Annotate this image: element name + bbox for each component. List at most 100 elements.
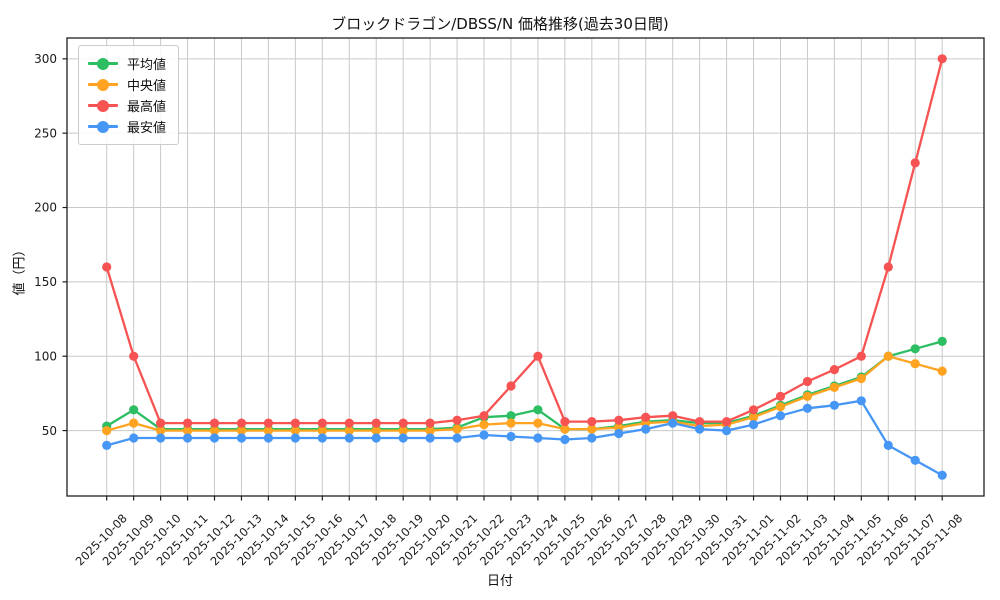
min-point xyxy=(856,396,866,406)
min-point xyxy=(722,426,732,436)
legend-item-min: 最安値 xyxy=(88,116,166,137)
median-line xyxy=(105,355,944,432)
legend: 平均値 中央値 最高値 最安値 xyxy=(78,45,180,145)
median-point xyxy=(371,426,381,436)
max-point xyxy=(129,351,139,361)
min-point xyxy=(452,433,462,443)
min-point xyxy=(910,455,920,465)
max-point xyxy=(183,418,193,428)
median-point xyxy=(587,424,597,434)
median-point xyxy=(156,426,166,436)
min-point xyxy=(695,424,705,434)
median-point xyxy=(748,412,759,422)
max-point xyxy=(587,417,597,427)
average-point xyxy=(533,405,543,415)
max-point xyxy=(802,376,813,387)
legend-line-average-icon xyxy=(88,57,118,70)
max-point xyxy=(614,415,624,425)
median-point xyxy=(425,426,435,436)
median-point xyxy=(398,426,408,436)
median-point xyxy=(209,426,220,436)
legend-line-max-icon xyxy=(88,99,118,112)
min-point xyxy=(290,433,300,443)
y-tick-label: 100 xyxy=(34,349,57,363)
series-max xyxy=(102,54,947,428)
min-point xyxy=(102,440,112,450)
max-point xyxy=(209,418,220,428)
median-point xyxy=(102,426,112,436)
max-point xyxy=(102,262,112,272)
max-point xyxy=(263,418,273,428)
min-point xyxy=(236,433,247,443)
min-point xyxy=(129,433,139,443)
min-point xyxy=(641,424,651,434)
median-point xyxy=(856,373,866,384)
median-point xyxy=(560,424,570,434)
legend-line-median-icon xyxy=(88,78,118,91)
min-point xyxy=(263,433,273,443)
min-point xyxy=(587,433,597,443)
min-point xyxy=(183,433,193,443)
median-point xyxy=(937,366,947,376)
min-point xyxy=(937,470,947,480)
min-point xyxy=(156,433,166,443)
min-point xyxy=(371,433,381,443)
max-point xyxy=(506,381,516,391)
median-point xyxy=(829,382,840,392)
y-tick-labels: 50 100 150 200 250 300 xyxy=(34,52,57,438)
min-point xyxy=(317,433,327,443)
max-point xyxy=(560,417,570,427)
max-point xyxy=(533,351,543,361)
average-point xyxy=(129,405,139,415)
min-point xyxy=(560,434,570,445)
min-point xyxy=(748,420,759,430)
legend-label-median: 中央値 xyxy=(127,79,167,94)
x-tick-labels: 2025-10-082025-10-092025-10-102025-10-11… xyxy=(73,511,966,568)
max-point xyxy=(236,418,247,428)
max-point xyxy=(856,351,866,361)
legend-line-min-icon xyxy=(88,120,118,133)
median-point xyxy=(290,426,300,436)
axis-ticks xyxy=(62,58,943,501)
max-point xyxy=(398,418,408,428)
median-point xyxy=(344,426,354,436)
legend-item-average: 平均値 xyxy=(88,53,166,74)
max-point xyxy=(829,365,840,375)
y-tick-label: 300 xyxy=(34,52,57,66)
max-point xyxy=(371,418,381,428)
max-line xyxy=(105,57,944,425)
series-min xyxy=(102,396,947,480)
max-point xyxy=(344,418,354,428)
max-point xyxy=(883,262,893,272)
median-point xyxy=(317,426,327,436)
min-point xyxy=(614,428,624,439)
y-tick-label: 150 xyxy=(34,275,57,289)
legend-label-min: 最安値 xyxy=(127,121,167,136)
y-axis-label: 値（円） xyxy=(12,243,28,296)
min-point xyxy=(425,433,435,443)
legend-label-average: 平均値 xyxy=(127,58,167,73)
median-point xyxy=(183,426,193,436)
max-point xyxy=(317,418,327,428)
y-tick-label: 50 xyxy=(42,424,57,438)
median-point xyxy=(533,418,543,428)
median-point xyxy=(802,391,813,401)
min-point xyxy=(802,403,813,413)
average-point xyxy=(910,344,920,354)
average-point xyxy=(937,336,947,346)
gridlines xyxy=(67,38,984,496)
max-point xyxy=(937,54,947,64)
series-average xyxy=(102,336,947,434)
median-point xyxy=(506,418,516,428)
min-point xyxy=(775,411,786,421)
average-line xyxy=(105,340,944,431)
max-point xyxy=(775,391,786,401)
max-point xyxy=(748,405,759,415)
max-point xyxy=(452,415,462,425)
legend-item-median: 中央値 xyxy=(88,74,166,95)
min-point xyxy=(829,400,840,410)
min-point xyxy=(479,430,489,440)
min-point xyxy=(668,418,678,428)
